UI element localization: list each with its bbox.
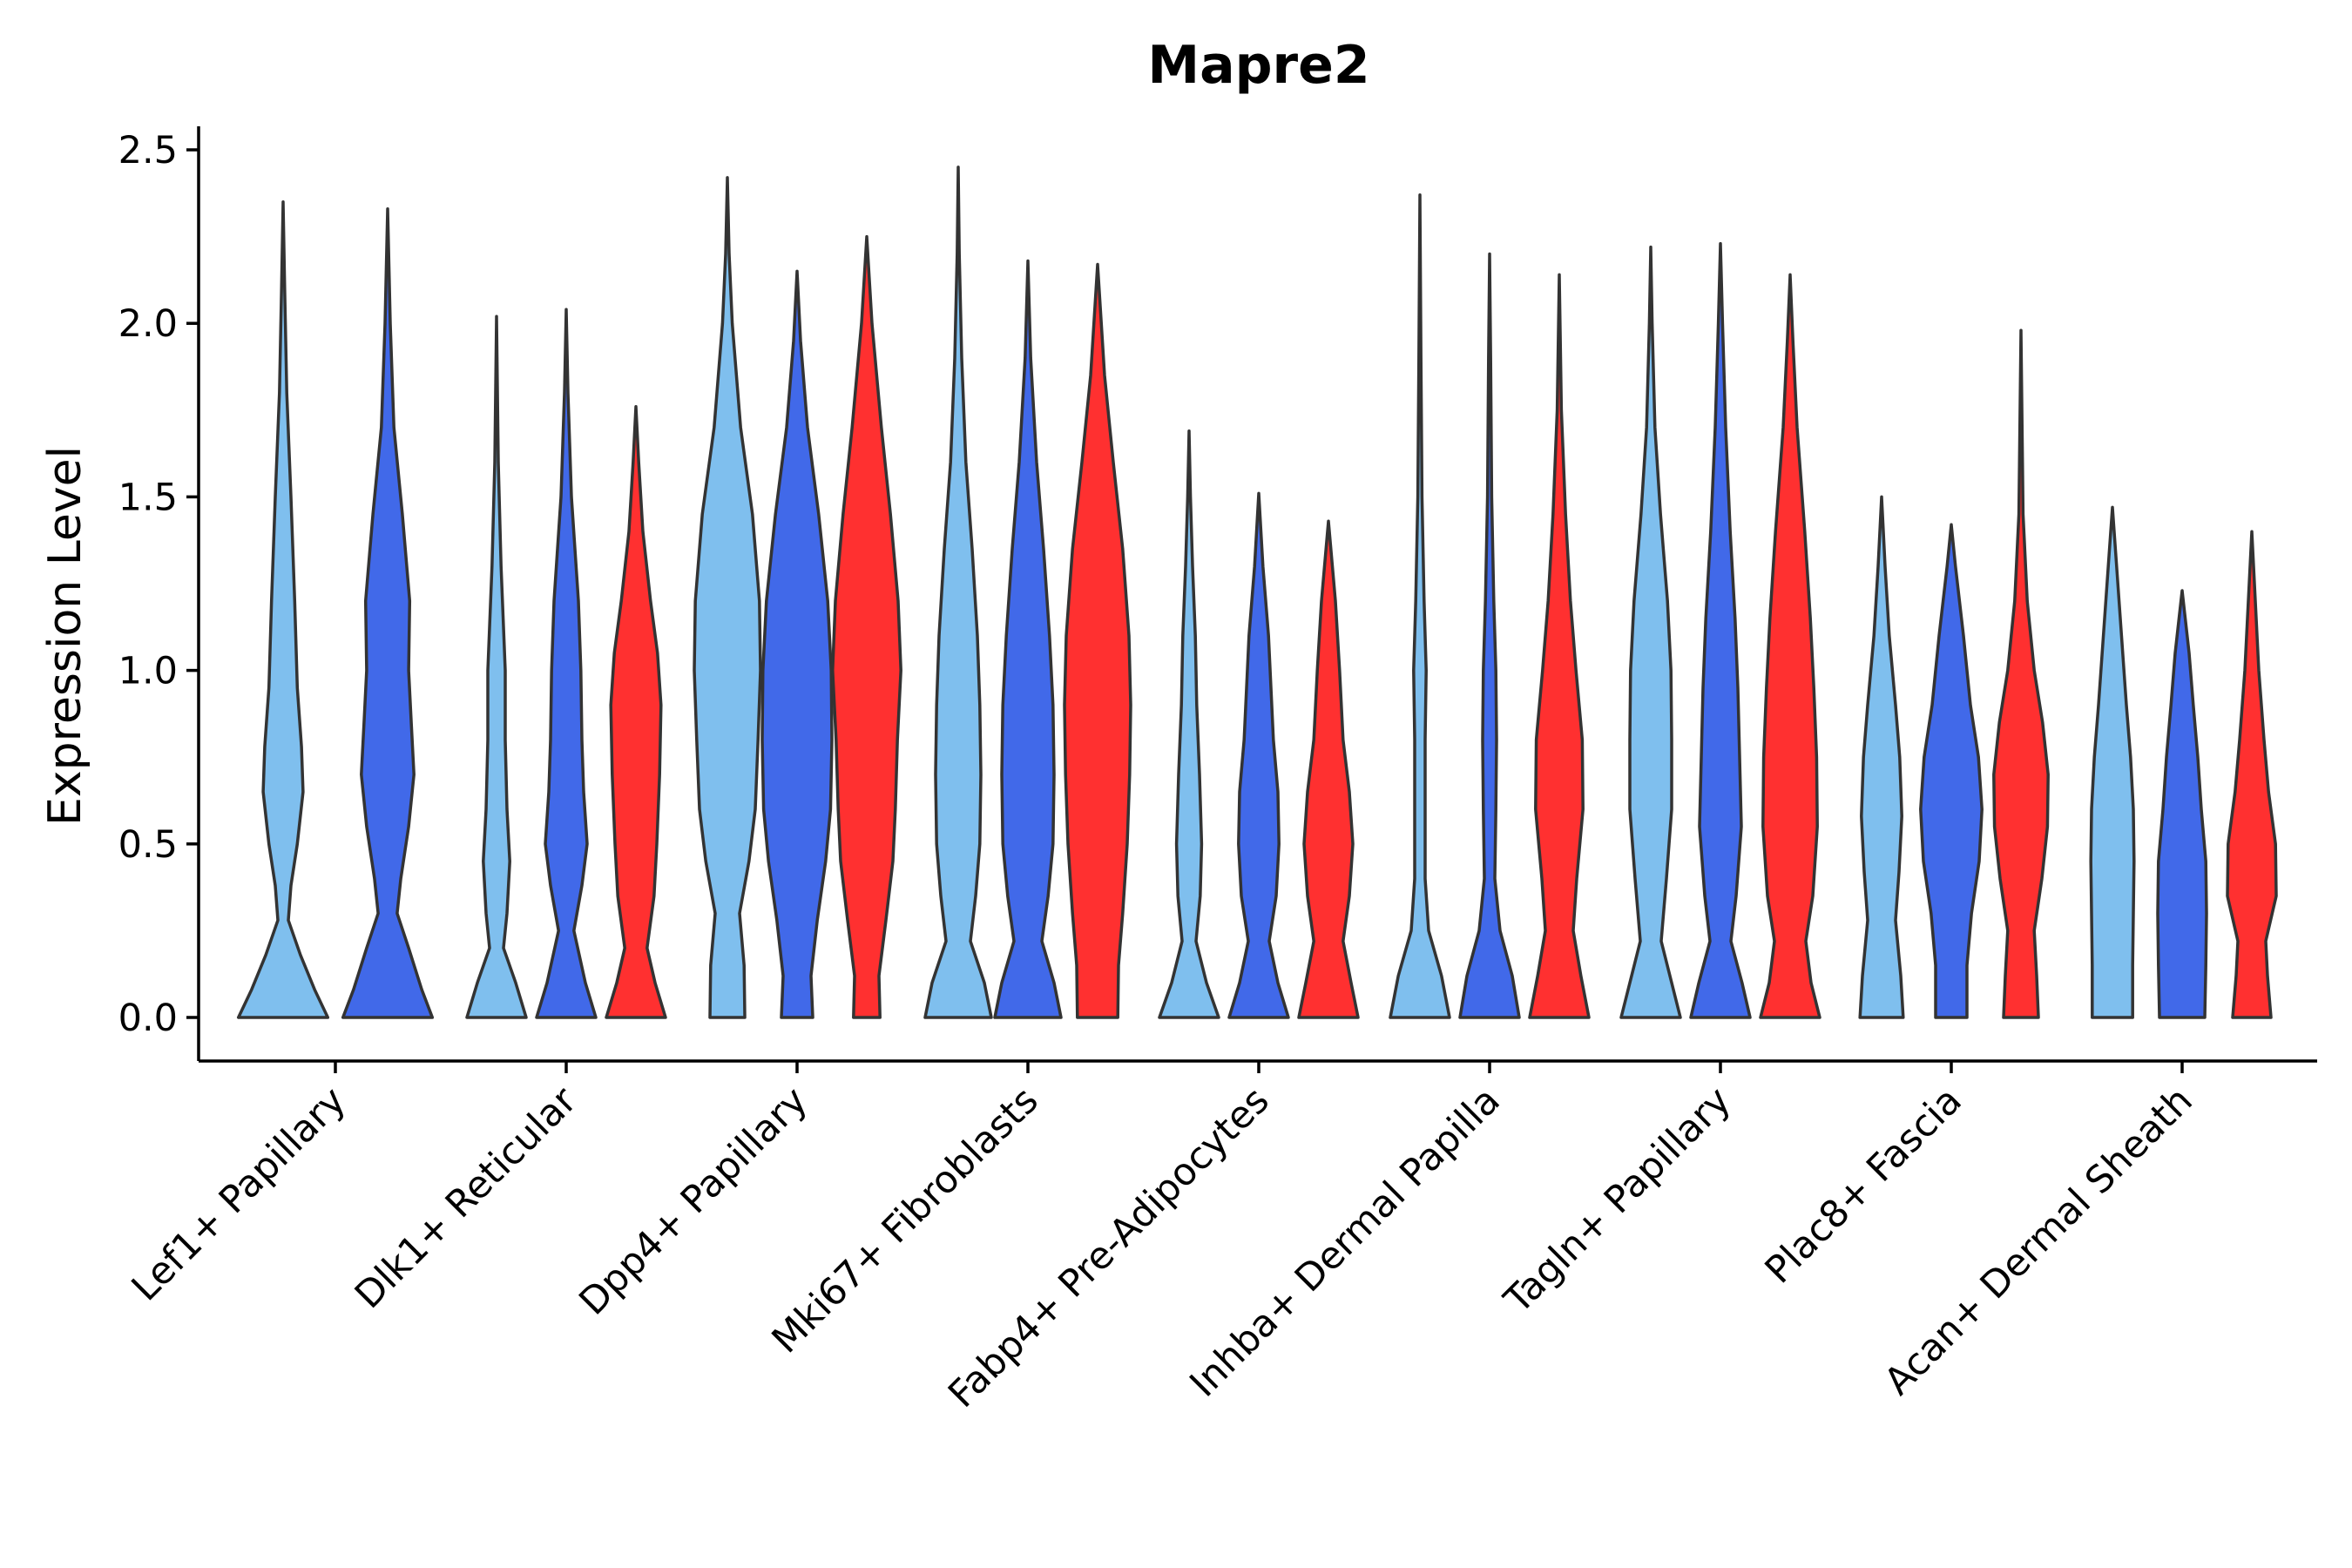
violin-9-2: [2156, 589, 2208, 1019]
y-tick-label: 0.5: [118, 823, 178, 867]
violin-5-1: [1158, 429, 1220, 1019]
violin-3-1: [693, 176, 762, 1019]
violin-4-1: [923, 166, 993, 1019]
chart-title: Mapre2: [1147, 35, 1369, 96]
violin-8-1: [1858, 495, 1905, 1019]
violin-7-3: [1759, 273, 1821, 1019]
y-tick-label: 1.0: [118, 650, 178, 693]
violin-7-2: [1689, 241, 1752, 1019]
x-tick-label: Dpp4+ Papillary: [571, 1078, 816, 1323]
x-tick-label: Mki67+ Fibroblasts: [764, 1078, 1047, 1362]
violin-6-3: [1528, 273, 1591, 1019]
violin-6-1: [1389, 193, 1451, 1019]
violin-8-2: [1919, 523, 1984, 1019]
violin-3-2: [760, 269, 834, 1019]
x-tick-label: Tagln+ Papillary: [1496, 1078, 1740, 1322]
violin-1-2: [341, 206, 435, 1019]
y-tick-label: 2.0: [118, 302, 178, 346]
violin-8-3: [1992, 328, 2050, 1019]
y-tick-label: 0.0: [118, 997, 178, 1040]
violin-9-1: [2089, 505, 2136, 1019]
violin-2-3: [605, 405, 667, 1019]
y-axis-label: Expression Level: [39, 446, 91, 826]
y-tick-label: 1.5: [118, 476, 178, 519]
violin-1-1: [236, 200, 330, 1019]
violin-2-1: [465, 314, 528, 1019]
x-tick-label: Lef1+ Papillary: [124, 1078, 355, 1309]
x-tick-label: Plac8+ Fascia: [1757, 1078, 1970, 1292]
x-tick-label: Dlk1+ Reticular: [347, 1078, 585, 1317]
violin-9-3: [2226, 530, 2278, 1019]
violin-5-3: [1297, 519, 1360, 1019]
violin-2-2: [535, 308, 598, 1019]
violin-3-3: [831, 234, 902, 1019]
y-axis: 0.0 0.5 1.0 1.5 2.0 2.5: [118, 126, 200, 1061]
violin-7-1: [1619, 245, 1682, 1019]
violin-5-2: [1227, 491, 1290, 1019]
y-tick-label: 2.5: [118, 129, 178, 172]
violin-4-3: [1063, 262, 1132, 1019]
violin-6-2: [1458, 252, 1521, 1019]
violins-layer: [236, 166, 2278, 1019]
violin-4-2: [993, 259, 1063, 1019]
